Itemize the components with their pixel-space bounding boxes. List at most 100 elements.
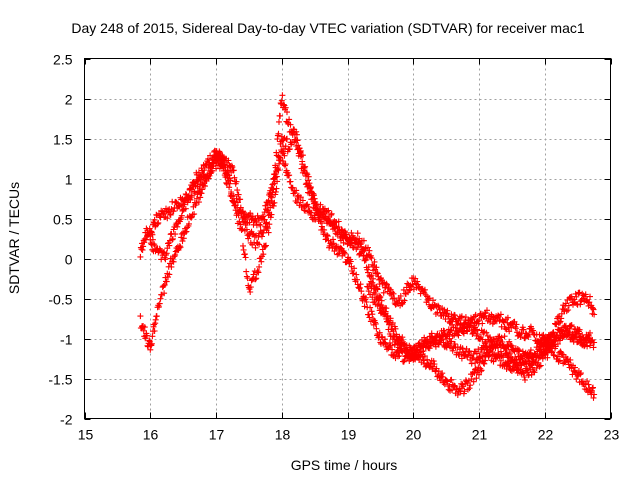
data-point [449, 347, 456, 354]
data-point [165, 206, 171, 213]
chart-title: Day 248 of 2015, Sidereal Day-to-day VTE… [71, 20, 584, 36]
data-point [362, 257, 369, 264]
data-point [318, 223, 325, 230]
data-point [271, 199, 278, 206]
data-point [186, 220, 192, 227]
data-point [250, 271, 257, 278]
data-point [147, 233, 154, 240]
data-point [156, 300, 163, 307]
data-point [152, 316, 159, 323]
data-point [465, 351, 471, 358]
data-point [374, 294, 381, 301]
data-point [474, 331, 481, 337]
data-point [225, 157, 232, 164]
data-point [217, 159, 224, 166]
data-point [311, 200, 318, 207]
data-point [458, 322, 465, 329]
data-point [517, 333, 524, 340]
grid [84, 58, 611, 419]
data-point [536, 363, 543, 370]
data-point [295, 142, 302, 149]
data-point [556, 337, 563, 344]
data-point [236, 218, 243, 225]
data-point [184, 199, 191, 206]
data-point [406, 342, 413, 349]
data-point [451, 312, 458, 319]
y-tick-label: 0 [65, 252, 73, 268]
data-point [151, 216, 158, 223]
data-point [282, 143, 289, 150]
data-point [357, 281, 364, 288]
data-point [474, 326, 480, 333]
data-point [205, 156, 211, 162]
data-point [362, 245, 369, 252]
data-point [167, 211, 174, 218]
data-point [156, 303, 162, 310]
data-point [289, 139, 295, 146]
data-point [163, 278, 170, 285]
data-point [396, 352, 403, 359]
data-point [421, 286, 428, 293]
data-point [387, 342, 394, 349]
data-point [554, 353, 561, 360]
data-point [384, 318, 391, 325]
data-point [287, 121, 294, 128]
data-point [487, 334, 493, 341]
data-point [330, 236, 336, 243]
data-point [512, 325, 519, 332]
data-point [279, 92, 286, 99]
y-tick-label: 0.5 [53, 212, 73, 228]
data-point [565, 307, 572, 313]
data-point [473, 375, 480, 382]
data-point [243, 268, 250, 275]
data-point [420, 357, 427, 364]
data-point [398, 300, 405, 307]
data-point [164, 215, 171, 222]
data-point [572, 332, 578, 339]
y-tick-label: -0.5 [48, 292, 72, 308]
data-point [229, 164, 236, 171]
data-point [565, 328, 572, 334]
data-point [230, 192, 237, 199]
data-point [587, 329, 593, 336]
data-point [508, 324, 515, 331]
data-point [209, 167, 216, 174]
data-point [503, 350, 510, 357]
data-point [400, 340, 406, 347]
data-point [278, 147, 285, 154]
data-point [335, 250, 342, 257]
data-point [584, 343, 591, 350]
data-point [430, 363, 436, 370]
data-point [437, 337, 444, 344]
data-point [462, 314, 469, 321]
data-point [451, 383, 458, 389]
data-point [166, 242, 173, 249]
data-point [421, 353, 428, 360]
data-point [201, 167, 208, 174]
data-point [474, 350, 480, 357]
data-point [568, 323, 574, 330]
data-point [335, 218, 342, 225]
data-point [255, 269, 262, 276]
data-point [579, 336, 586, 343]
data-point [157, 247, 164, 254]
data-point [239, 215, 246, 222]
data-point [453, 328, 460, 335]
series-track-c [147, 126, 598, 349]
data-point [202, 183, 208, 190]
data-point [224, 167, 231, 174]
data-point [559, 328, 566, 335]
data-point [341, 249, 348, 256]
data-point [527, 361, 534, 368]
data-point [414, 278, 421, 285]
data-point [183, 228, 190, 235]
data-point [520, 326, 527, 333]
data-point [301, 165, 308, 171]
data-point [533, 352, 539, 359]
data-point [547, 333, 554, 340]
data-point [300, 167, 307, 174]
data-point [284, 135, 290, 142]
data-point [390, 290, 397, 297]
data-point [270, 175, 277, 182]
